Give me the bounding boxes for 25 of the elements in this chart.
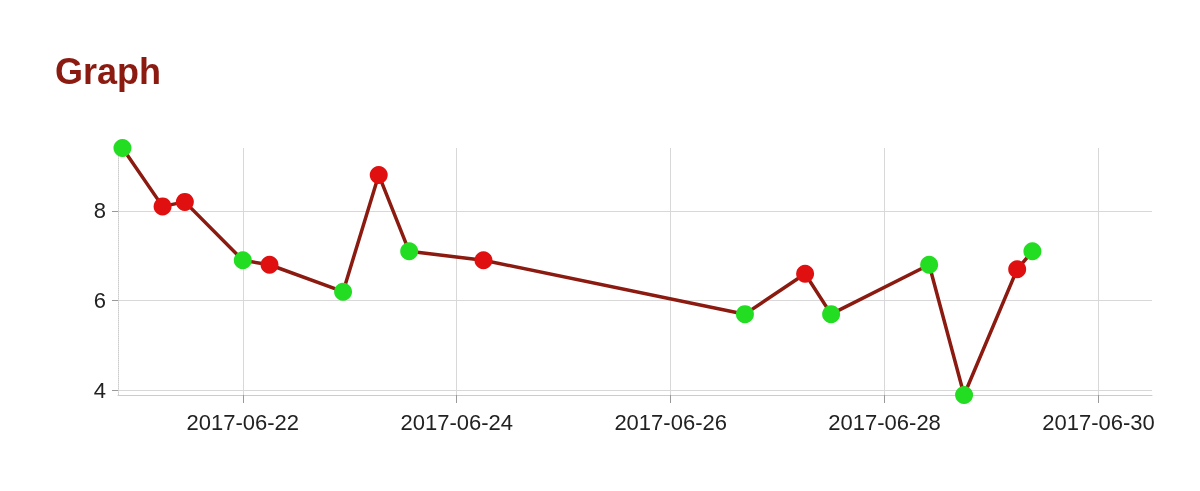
chart-title: Graph	[55, 50, 162, 92]
x-tick-label: 2017-06-26	[614, 409, 727, 435]
x-tick-label: 2017-06-30	[1042, 409, 1155, 435]
point	[400, 242, 419, 261]
point	[369, 165, 388, 184]
point	[113, 139, 132, 157]
point	[175, 192, 194, 211]
x-tick-label: 2017-06-28	[828, 409, 941, 435]
point	[1008, 260, 1027, 279]
x-tick-label: 2017-06-24	[400, 409, 513, 435]
x-tick-label: 2017-06-22	[186, 409, 300, 435]
point	[920, 255, 939, 274]
point	[822, 305, 841, 324]
point	[153, 197, 172, 216]
point	[260, 255, 279, 274]
y-tick-label: 8	[93, 198, 106, 224]
point	[1023, 242, 1042, 261]
y-tick-label: 4	[93, 378, 106, 404]
point	[334, 282, 353, 301]
point	[474, 251, 493, 270]
point	[796, 264, 815, 283]
point	[233, 251, 252, 270]
y-tick-label: 6	[93, 288, 106, 314]
point	[735, 305, 754, 324]
point	[955, 386, 974, 404]
